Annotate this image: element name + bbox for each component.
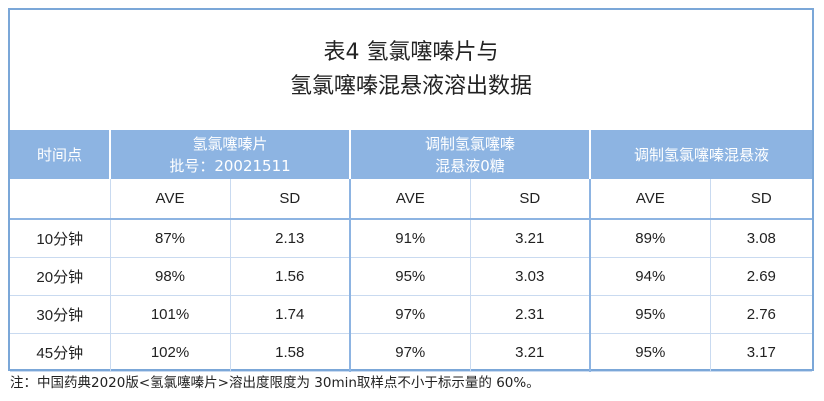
data-cell: 2.13 xyxy=(229,219,351,258)
time-cell: 30分钟 xyxy=(10,295,110,334)
header-group-tablet-name: 氢氯噻嗪片 xyxy=(192,134,268,153)
header-time: 时间点 xyxy=(10,130,110,179)
time-cell: 45分钟 xyxy=(10,333,110,372)
data-cell: 91% xyxy=(349,219,471,258)
header-group-tablet-batch: 批号：20021511 xyxy=(169,156,291,175)
data-cell: 97% xyxy=(349,295,471,334)
table-row: 20分钟 98% 1.56 95% 3.03 94% 2.69 xyxy=(10,257,813,296)
time-cell: 10分钟 xyxy=(10,219,110,258)
data-cell: 3.08 xyxy=(709,219,813,258)
header-row: 时间点 氢氯噻嗪片 批号：20021511 调制氢氯噻嗪 混悬液0糖 调制氢氯噻… xyxy=(10,130,813,179)
data-cell: 1.56 xyxy=(229,257,351,296)
subheader-cell: SD xyxy=(229,179,351,220)
table-row: 30分钟 101% 1.74 97% 2.31 95% 2.76 xyxy=(10,295,813,334)
header-group-suspension-0sugar-line1: 调制氢氯噻嗪 xyxy=(425,134,516,153)
data-cell: 95% xyxy=(349,257,471,296)
table-row: 45分钟 102% 1.58 97% 3.21 95% 3.17 xyxy=(10,333,813,372)
subheader-cell: AVE xyxy=(589,179,711,220)
data-cell: 1.74 xyxy=(229,295,351,334)
data-cell: 95% xyxy=(589,295,711,334)
footnote: 注：中国药典2020版<氢氯噻嗪片>溶出度限度为 30min取样点不小于标示量的… xyxy=(10,375,540,391)
dissolution-table: 时间点 氢氯噻嗪片 批号：20021511 调制氢氯噻嗪 混悬液0糖 调制氢氯噻… xyxy=(10,130,813,372)
header-group-suspension-0sugar-line2: 混悬液0糖 xyxy=(435,156,505,175)
data-cell: 2.69 xyxy=(709,257,813,296)
title-line-2: 氢氯噻嗪混悬液溶出数据 xyxy=(289,74,532,99)
subheader-row: AVE SD AVE SD AVE SD xyxy=(10,179,813,220)
data-cell: 2.76 xyxy=(709,295,813,334)
data-cell: 98% xyxy=(109,257,230,296)
data-cell: 3.21 xyxy=(469,219,591,258)
data-cell: 94% xyxy=(589,257,711,296)
data-cell: 1.58 xyxy=(229,333,351,372)
data-cell: 87% xyxy=(109,219,230,258)
data-cell: 3.21 xyxy=(469,333,591,372)
data-cell: 102% xyxy=(109,333,230,372)
title-line-1: 表4 氢氯噻嗪片与 xyxy=(323,40,499,65)
data-cell: 2.31 xyxy=(469,295,591,334)
data-cell: 3.17 xyxy=(709,333,813,372)
data-cell: 101% xyxy=(109,295,230,334)
data-cell: 3.03 xyxy=(469,257,591,296)
time-cell: 20分钟 xyxy=(10,257,110,296)
subheader-empty xyxy=(10,179,110,220)
subheader-cell: AVE xyxy=(349,179,471,220)
subheader-cell: SD xyxy=(469,179,591,220)
header-group-tablet: 氢氯噻嗪片 批号：20021511 xyxy=(108,130,351,179)
table-frame: 表4 氢氯噻嗪片与 氢氯噻嗪混悬液溶出数据 时间点 氢氯噻嗪片 批号：20021… xyxy=(8,8,814,372)
subheader-cell: AVE xyxy=(109,179,230,220)
header-group-suspension: 调制氢氯噻嗪混悬液 xyxy=(589,130,813,179)
data-cell: 89% xyxy=(589,219,711,258)
data-cell: 97% xyxy=(349,333,471,372)
subheader-cell: SD xyxy=(709,179,813,220)
data-cell: 95% xyxy=(589,333,711,372)
header-group-suspension-0sugar: 调制氢氯噻嗪 混悬液0糖 xyxy=(349,130,591,179)
table-title: 表4 氢氯噻嗪片与 氢氯噻嗪混悬液溶出数据 xyxy=(10,10,812,130)
table-row: 10分钟 87% 2.13 91% 3.21 89% 3.08 xyxy=(10,219,813,258)
